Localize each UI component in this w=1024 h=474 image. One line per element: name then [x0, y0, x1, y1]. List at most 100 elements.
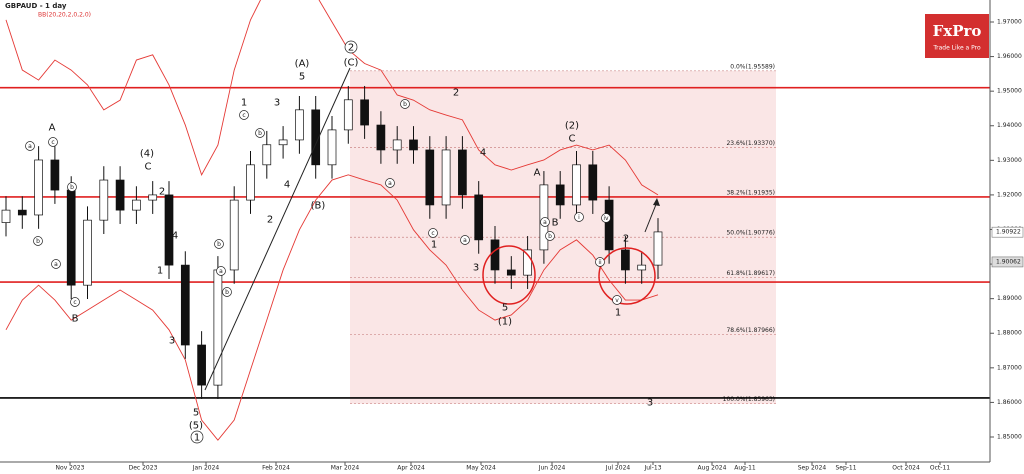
candle-body — [132, 199, 141, 211]
wave-label: C — [145, 162, 152, 173]
bollinger-band — [5, 0, 659, 196]
wave-label: 2 — [348, 43, 354, 54]
annotation-circle — [344, 40, 358, 54]
candle-body — [490, 239, 500, 271]
wave-label: i — [578, 214, 580, 221]
wave-label: a — [28, 143, 32, 150]
wave-label: 1 — [194, 433, 200, 444]
annotation-circle — [601, 213, 611, 223]
wave-label: 3 — [647, 398, 653, 409]
x-tick-label: Nov 2023 — [56, 465, 85, 472]
fib-label: 100.0%(1.85963) — [723, 396, 775, 403]
wave-label: a — [219, 268, 223, 275]
candle-body — [506, 269, 516, 276]
candle-body — [409, 139, 418, 151]
candle-body — [621, 249, 630, 271]
annotation-circle — [545, 231, 555, 241]
candle-body — [99, 179, 109, 221]
x-tick-label: Aug-11 — [734, 465, 756, 472]
candle-body — [83, 219, 92, 286]
annotation-circle — [70, 297, 80, 307]
wave-label: 4 — [480, 148, 486, 159]
wave-label: 1 — [615, 308, 621, 319]
annotation-circle — [216, 266, 226, 276]
candle-body — [588, 164, 598, 201]
wave-label: B — [552, 218, 559, 229]
candle-body — [441, 149, 451, 206]
wave-label: a — [54, 261, 58, 268]
x-tick-label: Sep-11 — [835, 465, 856, 472]
candle-body — [653, 231, 663, 266]
wave-label: a — [463, 237, 467, 244]
wave-label: 1 — [431, 240, 437, 251]
wave-label: A — [534, 168, 541, 179]
logo-tagline: Trade Like a Pro — [932, 45, 981, 52]
wave-label: B — [72, 314, 79, 325]
annotation-circle — [428, 228, 438, 238]
candle-body — [474, 194, 484, 241]
wave-label: c — [51, 139, 54, 146]
y-tick-label: 1.88000 — [997, 330, 1022, 337]
candle-body — [637, 264, 647, 271]
wave-label: iv — [603, 215, 609, 222]
wave-label: (1) — [498, 317, 512, 328]
wave-label: b — [70, 184, 74, 191]
wave-label: (B) — [311, 201, 326, 212]
annotation-circle — [595, 257, 605, 267]
x-tick-label: Oct-11 — [930, 465, 950, 472]
arrow-head — [653, 198, 660, 206]
indicator-label: BB(20,20,2,0,2,0) — [38, 12, 91, 19]
candle-body — [360, 99, 369, 126]
wave-label: 3 — [473, 263, 479, 274]
wave-label: a — [388, 180, 392, 187]
price-mark-label: 1.90062 — [996, 258, 1021, 265]
annotation-circle — [214, 239, 224, 249]
price-mark-box — [991, 226, 1024, 238]
annotation-circle — [33, 236, 43, 246]
wave-label: c — [431, 230, 434, 237]
fib-label: 78.6%(1.87966) — [726, 327, 775, 334]
candle-body — [425, 149, 435, 206]
highlight-circle — [598, 247, 656, 305]
y-tick-label: 1.85000 — [997, 433, 1022, 440]
candle-body — [458, 149, 467, 196]
y-tick-label: 1.87000 — [997, 364, 1022, 371]
logo-box — [925, 14, 989, 58]
y-tick-label: 1.86000 — [997, 399, 1022, 406]
y-tick-label: 1.93000 — [997, 157, 1022, 164]
candle-body — [523, 249, 532, 276]
x-tick-label: May 2024 — [466, 465, 496, 472]
wave-label: v — [615, 297, 619, 304]
wave-label: 4 — [172, 231, 178, 242]
x-tick-label: Mar 2024 — [331, 465, 360, 472]
candle-body — [148, 194, 158, 201]
wave-label: 2 — [623, 234, 629, 245]
chart-title: GBPAUD - 1 day — [5, 2, 67, 10]
annotation-circle — [540, 217, 550, 227]
candle-body — [1, 209, 11, 223]
x-tick-label: Jul-13 — [643, 465, 661, 472]
candle-body — [392, 139, 402, 151]
wave-label: 1 — [241, 98, 247, 109]
candle-body — [343, 99, 353, 131]
highlight-circle — [482, 245, 536, 305]
x-tick-label: Feb 2024 — [262, 465, 290, 472]
annotation-circle — [574, 212, 584, 222]
y-tick-label: 1.89000 — [997, 295, 1022, 302]
wave-label: 3 — [274, 98, 280, 109]
y-tick-label: 1.97000 — [997, 18, 1022, 25]
candle-body — [180, 264, 190, 346]
candle-body — [115, 179, 125, 211]
wave-label: (4) — [140, 149, 154, 160]
wave-label: 5 — [502, 303, 508, 314]
annotation-circle — [239, 110, 249, 120]
candle-body — [295, 109, 304, 141]
candle-body — [50, 159, 60, 191]
candle-body — [572, 164, 581, 206]
candle-body — [555, 184, 565, 206]
candle-body — [17, 209, 27, 216]
candle-body — [197, 344, 206, 386]
wave-label: b — [225, 289, 229, 296]
annotation-circle — [460, 235, 470, 245]
